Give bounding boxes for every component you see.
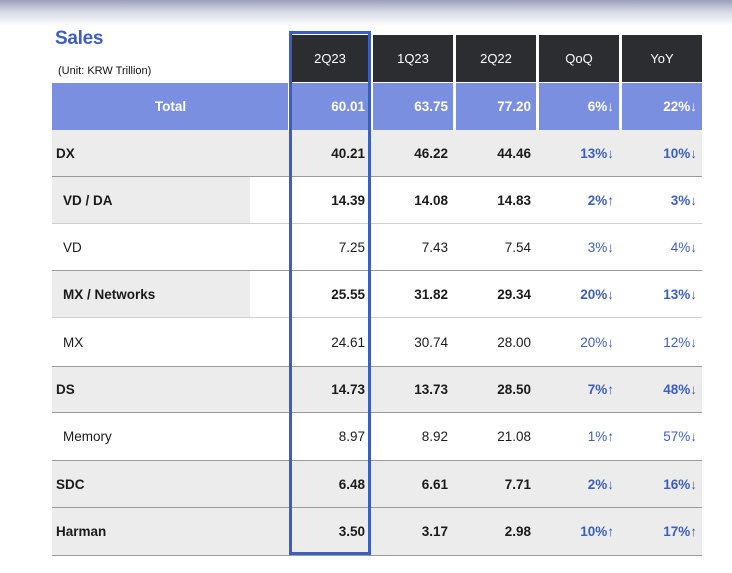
value-1q23: 3.17	[421, 524, 448, 539]
value-qoq: 7%↑	[587, 382, 614, 397]
row-label: MX	[63, 334, 84, 350]
table-row-ds: DS 14.73 13.73 28.50 7%↑ 48%↓	[52, 367, 702, 412]
value-qoq: 20%↓	[580, 334, 614, 350]
value-yoy: 10%↓	[663, 145, 697, 161]
table-row-mx-networks: MX / Networks 25.55 31.82 29.34 20%↓ 13%…	[52, 271, 702, 317]
value-1q23: 14.08	[414, 192, 448, 208]
value-1q23: 46.22	[414, 145, 448, 161]
row-label: Total	[154, 99, 187, 114]
value-2q22: 14.83	[497, 192, 531, 208]
value-yoy: 22%↓	[663, 99, 697, 114]
value-2q23: 14.73	[331, 382, 365, 397]
row-label: DX	[56, 145, 75, 161]
row-label: Memory	[63, 429, 112, 444]
table-row-vd-da: VD / DA 14.39 14.08 14.83 2%↑ 3%↓	[52, 177, 702, 223]
row-divider	[52, 507, 702, 508]
value-qoq: 20%↓	[580, 286, 614, 302]
value-2q23: 60.01	[331, 99, 365, 114]
table-row-total: Total 60.01 63.75 77.20 6%↓ 22%↓	[52, 83, 702, 130]
table-row-harman: Harman 3.50 3.17 2.98 10%↑ 17%↑	[52, 508, 702, 555]
row-divider	[52, 366, 702, 367]
value-2q23: 3.50	[338, 524, 365, 539]
col-header-2q22: 2Q22	[456, 35, 536, 82]
value-2q22: 77.20	[497, 99, 531, 114]
value-2q23: 24.61	[331, 334, 365, 350]
value-2q22: 28.50	[497, 382, 531, 397]
row-label: VD / DA	[63, 192, 113, 208]
row-divider	[52, 460, 702, 461]
row-label: DS	[56, 382, 75, 397]
row-divider	[52, 223, 702, 224]
row-label: SDC	[56, 476, 85, 492]
value-yoy: 16%↓	[663, 476, 697, 492]
value-yoy: 13%↓	[663, 286, 697, 302]
value-2q22: 28.00	[497, 334, 531, 350]
value-yoy: 48%↓	[663, 382, 697, 397]
value-2q23: 8.97	[338, 429, 365, 444]
col-header-qoq: QoQ	[539, 35, 619, 82]
value-qoq: 10%↑	[580, 524, 614, 539]
value-qoq: 2%↑	[587, 192, 614, 208]
value-qoq: 13%↓	[580, 145, 614, 161]
row-divider	[52, 412, 702, 413]
table-row-mx: MX 24.61 30.74 28.00 20%↓ 12%↓	[52, 318, 702, 366]
row-divider	[52, 176, 702, 177]
value-yoy: 3%↓	[670, 192, 697, 208]
value-2q22: 44.46	[497, 145, 531, 161]
row-divider	[52, 317, 702, 318]
table-row-dx: DX 40.21 46.22 44.46 13%↓ 10%↓	[52, 130, 702, 176]
row-label: VD	[63, 239, 82, 255]
value-1q23: 6.61	[421, 476, 448, 492]
value-2q22: 7.54	[504, 239, 531, 255]
table-row-sdc: SDC 6.48 6.61 7.71 2%↓ 16%↓	[52, 461, 702, 507]
value-2q22: 2.98	[504, 524, 531, 539]
row-label: Harman	[56, 524, 107, 539]
value-2q22: 7.71	[504, 476, 531, 492]
row-divider	[52, 270, 702, 271]
value-2q22: 21.08	[497, 429, 531, 444]
value-1q23: 7.43	[421, 239, 448, 255]
value-qoq: 1%↑	[587, 429, 614, 444]
unit-note: (Unit: KRW Trillion)	[58, 65, 152, 77]
value-1q23: 8.92	[421, 429, 448, 444]
col-header-yoy: YoY	[622, 35, 702, 82]
value-2q23: 40.21	[331, 145, 365, 161]
value-1q23: 63.75	[414, 99, 448, 114]
value-qoq: 6%↓	[587, 99, 614, 114]
value-qoq: 3%↓	[587, 239, 614, 255]
col-header-2q23: 2Q23	[290, 35, 370, 82]
table-row-memory: Memory 8.97 8.92 21.08 1%↑ 57%↓	[52, 413, 702, 460]
value-2q22: 29.34	[497, 286, 531, 302]
value-1q23: 30.74	[414, 334, 448, 350]
value-1q23: 31.82	[414, 286, 448, 302]
table-bottom-border	[52, 555, 702, 556]
value-2q23: 6.48	[338, 476, 365, 492]
value-yoy: 17%↑	[663, 524, 697, 539]
value-1q23: 13.73	[414, 382, 448, 397]
value-yoy: 4%↓	[670, 239, 697, 255]
value-2q23: 25.55	[331, 286, 365, 302]
page-title: Sales	[55, 28, 104, 49]
highlight-2q23-column	[289, 31, 371, 555]
value-2q23: 7.25	[338, 239, 365, 255]
value-qoq: 2%↓	[587, 476, 614, 492]
col-header-1q23: 1Q23	[373, 35, 453, 82]
value-2q23: 14.39	[331, 192, 365, 208]
value-yoy: 12%↓	[663, 334, 697, 350]
top-gradient	[0, 0, 732, 26]
value-yoy: 57%↓	[663, 429, 697, 444]
table-row-vd: VD 7.25 7.43 7.54 3%↓ 4%↓	[52, 224, 702, 270]
row-label: MX / Networks	[63, 286, 156, 302]
